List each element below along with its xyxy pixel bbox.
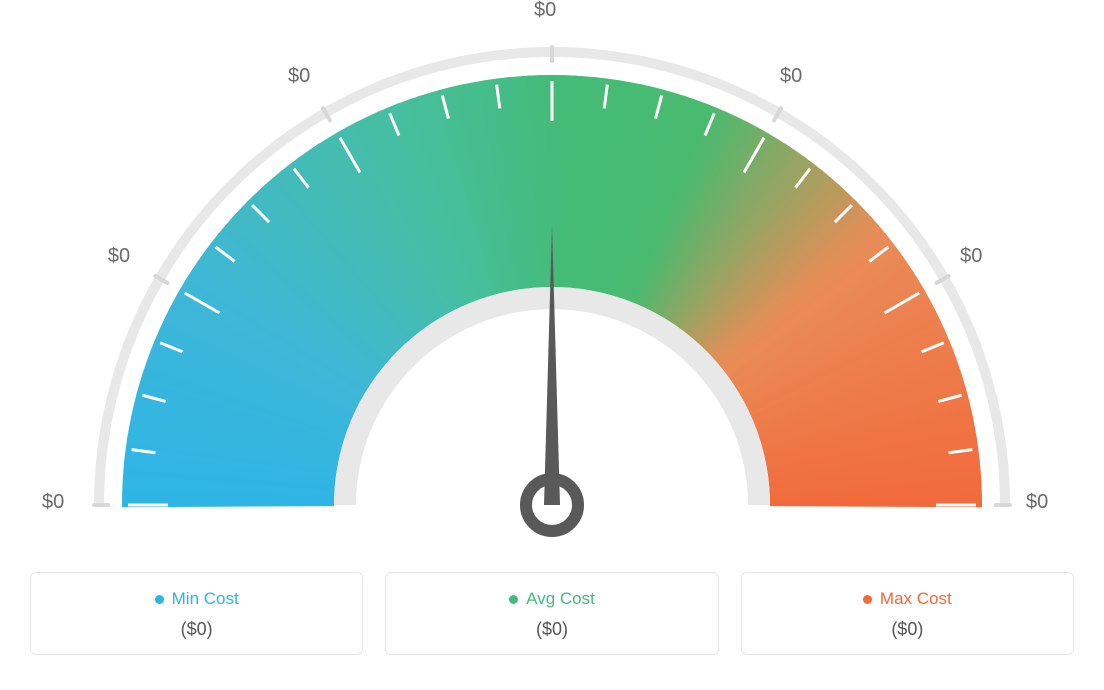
gauge-area xyxy=(0,0,1104,560)
legend-title-avg: Avg Cost xyxy=(509,589,595,609)
legend-card-max: Max Cost ($0) xyxy=(741,572,1074,655)
scale-label: $0 xyxy=(288,65,310,88)
scale-label: $0 xyxy=(108,245,130,268)
legend-value-max: ($0) xyxy=(752,619,1063,640)
legend-card-min: Min Cost ($0) xyxy=(30,572,363,655)
scale-label: $0 xyxy=(534,0,556,22)
legend-value-min: ($0) xyxy=(41,619,352,640)
legend-card-avg: Avg Cost ($0) xyxy=(385,572,718,655)
legend-title-max: Max Cost xyxy=(863,589,952,609)
dot-icon xyxy=(155,595,164,604)
legend-label: Min Cost xyxy=(172,589,239,609)
legend-title-min: Min Cost xyxy=(155,589,239,609)
scale-label: $0 xyxy=(780,65,802,88)
gauge-svg xyxy=(0,0,1104,560)
cost-gauge-chart: $0 $0 $0 $0 $0 $0 $0 Min Cost ($0) Avg Cost ($… xyxy=(0,0,1104,690)
scale-label: $0 xyxy=(1026,491,1048,514)
dot-icon xyxy=(509,595,518,604)
legend-row: Min Cost ($0) Avg Cost ($0) Max Cost ($0… xyxy=(30,572,1074,655)
scale-label: $0 xyxy=(42,491,64,514)
legend-label: Avg Cost xyxy=(526,589,595,609)
legend-value-avg: ($0) xyxy=(396,619,707,640)
legend-label: Max Cost xyxy=(880,589,952,609)
dot-icon xyxy=(863,595,872,604)
scale-label: $0 xyxy=(960,245,982,268)
